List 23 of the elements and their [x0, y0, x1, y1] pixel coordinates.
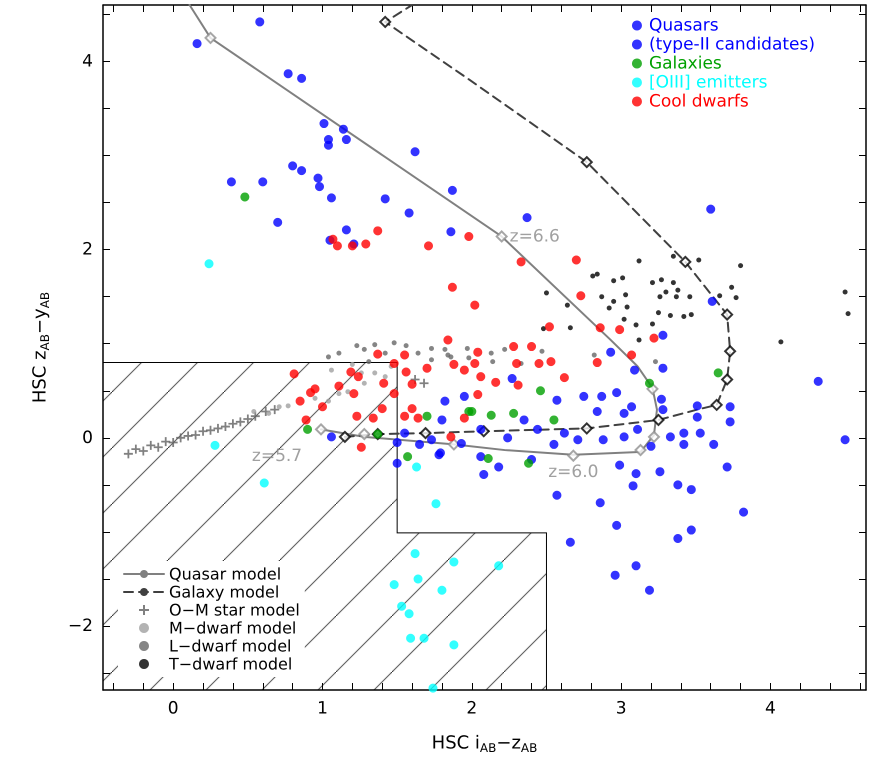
y-tick-label: 0: [82, 428, 93, 448]
legend-label: M−dwarf model: [169, 618, 296, 638]
x-tick-label: 4: [765, 698, 776, 718]
legend-label: [OIII] emitters: [648, 72, 768, 92]
legend-label: L−dwarf model: [169, 636, 292, 656]
legend-label: Galaxies: [648, 54, 722, 74]
legend-label: Galaxy model: [169, 582, 280, 602]
x-tick-label: 3: [616, 698, 627, 718]
legend-label: (type-II candidates): [648, 34, 816, 54]
y-tick-label: 2: [82, 240, 93, 260]
annotation: z=6.6: [510, 226, 560, 246]
x-tick-label: 0: [168, 698, 179, 718]
x-tick-label: 2: [466, 698, 478, 718]
y-tick-label: −2: [68, 616, 93, 636]
legend-label: Quasars: [648, 16, 719, 36]
y-tick-label: 4: [82, 51, 93, 72]
x-tick-label: 1: [317, 698, 328, 718]
y-axis-title: HSC zAB−yAB: [30, 292, 52, 404]
legend-label: O−M star model: [169, 600, 300, 620]
legend-label: Quasar model: [169, 564, 282, 584]
legend-label: T−dwarf model: [168, 654, 292, 674]
legend-label: Cool dwarfs: [648, 92, 749, 112]
annotation: z=6.0: [548, 462, 598, 482]
